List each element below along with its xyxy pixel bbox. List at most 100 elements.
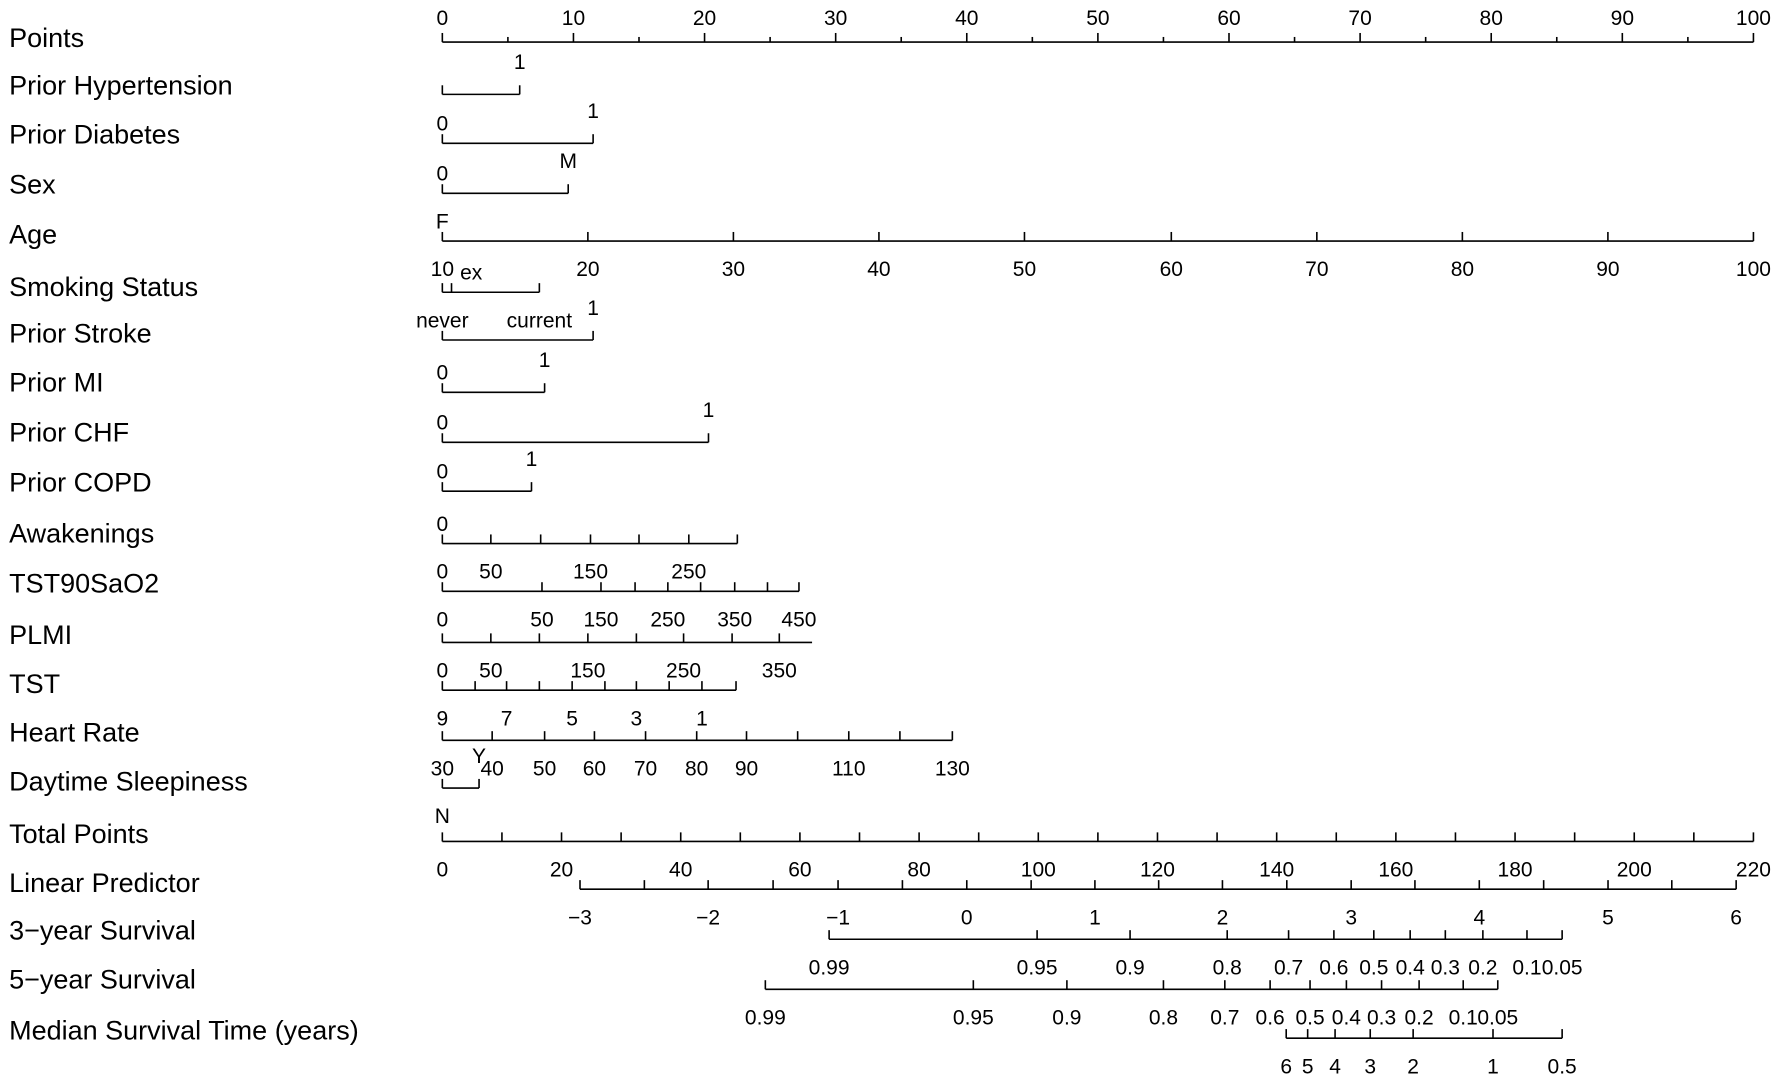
tick-label-below: 50 [530, 608, 553, 631]
tick-label-below: 70 [634, 757, 657, 780]
tick-label-below: 5 [1602, 906, 1614, 929]
tick-label: 0 [436, 163, 448, 186]
row-label: Prior COPD [9, 468, 152, 498]
tick-label: F [436, 210, 449, 233]
tick-label-below: 250 [650, 608, 685, 631]
tick-label-below: 150 [573, 561, 608, 584]
tick-label-below: 350 [762, 660, 797, 683]
tick-label-below: 0.5 [1359, 956, 1388, 979]
tick-label-below: 40 [867, 258, 890, 281]
row-label: Total Points [9, 819, 149, 849]
tick-label: 0 [436, 7, 448, 30]
tick-label-below: 40 [669, 859, 692, 882]
tick-label-below: 90 [735, 757, 758, 780]
tick-label-below: 9 [436, 707, 448, 730]
tick-label-below: −3 [568, 906, 592, 929]
tick-label: 1 [539, 349, 551, 372]
tick-label-below: 4 [1329, 1055, 1341, 1078]
row-label: Prior Hypertension [9, 71, 233, 101]
tick-label-below: 0.7 [1274, 956, 1303, 979]
tick-label-below: 50 [533, 757, 556, 780]
tick-label-below: never [416, 309, 469, 332]
tick-label: ex [460, 262, 483, 285]
row-label: 3−year Survival [9, 916, 196, 946]
tick-label-below: 0.3 [1367, 1006, 1396, 1029]
tick-label-below: 6 [1730, 906, 1742, 929]
row-label: TST [9, 669, 60, 699]
tick-label-below: 0.8 [1149, 1006, 1178, 1029]
tick-label: 1 [587, 100, 599, 123]
tick-label-below: 0.5 [1295, 1006, 1324, 1029]
tick-label-below: 20 [576, 258, 599, 281]
row-label: Daytime Sleepiness [9, 767, 248, 797]
tick-label-below: 5 [1302, 1055, 1314, 1078]
tick-label: 0 [436, 513, 448, 536]
tick-label-below: 0.2 [1468, 956, 1497, 979]
tick-label-below: 160 [1378, 859, 1413, 882]
tick-label-below: 120 [1140, 859, 1175, 882]
tick-label: 0 [436, 461, 448, 484]
tick-label-below: 0 [436, 561, 448, 584]
tick-label-below: 450 [781, 608, 816, 631]
tick-label-below: 0.05 [1477, 1006, 1518, 1029]
tick-label-below: 0.1 [1449, 1006, 1478, 1029]
tick-label: 50 [1086, 7, 1109, 30]
tick-label-below: 250 [666, 660, 701, 683]
tick-label-below: 180 [1498, 859, 1533, 882]
tick-label: 1 [703, 399, 715, 422]
tick-label-below: 110 [832, 757, 865, 780]
tick-label: 40 [955, 7, 978, 30]
tick-label-below: 20 [550, 859, 573, 882]
tick-label-below: 0.7 [1210, 1006, 1239, 1029]
tick-label-below: 40 [480, 757, 503, 780]
tick-label: 1 [526, 448, 538, 471]
tick-label-below: 30 [431, 757, 454, 780]
tick-label-below: 250 [671, 561, 706, 584]
tick-label-below: 0.6 [1256, 1006, 1285, 1029]
tick-label-below: 0.3 [1431, 956, 1460, 979]
tick-label: 10 [562, 7, 585, 30]
row-label: Prior CHF [9, 418, 129, 448]
tick-label-below: 220 [1736, 859, 1771, 882]
tick-label-below: 0.95 [953, 1006, 994, 1029]
tick-label-below: 0.1 [1512, 956, 1541, 979]
row-label: Prior MI [9, 367, 104, 397]
tick-label-below: 140 [1259, 859, 1294, 882]
tick-label-below: 3 [1345, 906, 1357, 929]
tick-label-below: 50 [1013, 258, 1036, 281]
tick-label-below: 0.2 [1405, 1006, 1434, 1029]
row-label: Awakenings [9, 519, 154, 549]
tick-label-below: 90 [1596, 258, 1619, 281]
tick-label-below: 100 [1736, 258, 1771, 281]
tick-label: 100 [1736, 7, 1771, 30]
tick-label-below: 0.99 [745, 1006, 786, 1029]
tick-label-below: 6 [1280, 1055, 1292, 1078]
tick-label-below: 350 [717, 608, 752, 631]
row-label: PLMI [9, 620, 72, 650]
tick-label: 0 [436, 362, 448, 385]
tick-label-below: current [507, 309, 573, 332]
tick-label-below: 200 [1617, 859, 1652, 882]
tick-label-below: 0.8 [1213, 956, 1242, 979]
tick-label-below: 0 [436, 859, 448, 882]
tick-label-below: 0 [436, 660, 448, 683]
tick-label: 60 [1217, 7, 1240, 30]
row-label: Sex [9, 170, 56, 200]
row-label: Smoking Status [9, 272, 198, 302]
tick-label-below: −1 [826, 906, 850, 929]
tick-label-below: 4 [1473, 906, 1485, 929]
tick-label-below: 7 [501, 707, 513, 730]
tick-label-below: 50 [479, 561, 502, 584]
row-label: Age [9, 220, 57, 250]
row-label: TST90SaO2 [9, 569, 159, 599]
tick-label: 70 [1348, 7, 1371, 30]
tick-label-below: 0.95 [1017, 956, 1058, 979]
tick-label-below: 60 [788, 859, 811, 882]
row-label: 5−year Survival [9, 964, 196, 994]
tick-label-below: 70 [1305, 258, 1328, 281]
tick-label-below: 1 [1487, 1055, 1499, 1078]
tick-label-below: 0 [961, 906, 973, 929]
row-label: Heart Rate [9, 718, 140, 748]
tick-label-below: 2 [1407, 1055, 1419, 1078]
